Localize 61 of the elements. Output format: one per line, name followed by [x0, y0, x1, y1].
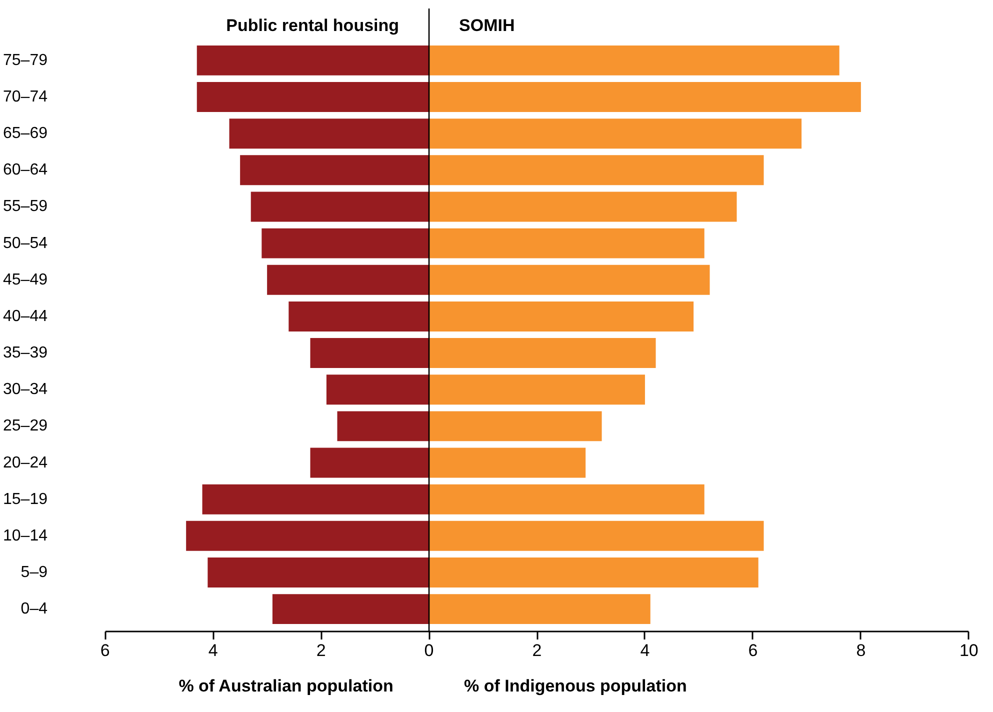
bar — [229, 118, 430, 149]
x-tick-label: 8 — [856, 641, 866, 660]
y-tick-label: 10–14 — [3, 527, 48, 544]
bar — [250, 192, 430, 222]
bar — [240, 155, 430, 186]
x-tick-label: 2 — [316, 641, 326, 660]
y-tick-label: 50–54 — [3, 234, 48, 252]
bar — [429, 520, 764, 551]
bar — [429, 557, 758, 588]
x-tick-label: 0 — [424, 641, 434, 660]
bar — [337, 411, 430, 442]
bar — [429, 228, 704, 258]
bar — [262, 228, 430, 258]
bar — [429, 118, 802, 149]
bar — [429, 301, 694, 332]
x-tick-label: 2 — [532, 641, 542, 660]
text: % of Indigenous population — [464, 676, 687, 696]
bar — [429, 192, 737, 222]
bar — [186, 520, 430, 551]
bar — [267, 264, 430, 295]
y-tick-label: 20–24 — [3, 454, 48, 472]
x-tick-label: 6 — [748, 641, 758, 660]
bar — [429, 45, 840, 76]
y-tick-label: 70–74 — [3, 88, 48, 106]
x-tick-label: 4 — [208, 641, 218, 660]
bar — [429, 594, 650, 624]
y-tick-label: 5–9 — [20, 564, 48, 581]
y-tick-label: 0–4 — [20, 600, 48, 618]
text: % of Australian population — [178, 676, 394, 696]
x-tick-label: 4 — [640, 641, 650, 660]
bar — [429, 374, 645, 405]
bar — [272, 594, 430, 624]
y-tick-label: 65–69 — [3, 125, 48, 142]
y-tick-label: 55–59 — [3, 198, 48, 216]
series-label: SOMIH — [459, 16, 515, 36]
bar — [429, 448, 586, 478]
y-tick-label: 30–34 — [3, 381, 48, 398]
x-tick-label: 10 — [959, 641, 978, 660]
bar — [202, 484, 430, 514]
y-tick-label: 15–19 — [3, 490, 48, 508]
y-tick-label: 75–79 — [3, 52, 48, 69]
y-tick-label: 45–49 — [3, 271, 48, 288]
y-tick-label: 35–39 — [3, 344, 48, 362]
bar — [310, 338, 430, 368]
bar — [429, 411, 602, 442]
bar — [288, 301, 430, 332]
bar — [429, 484, 704, 514]
bar — [326, 374, 430, 405]
y-tick-label: 25–29 — [3, 418, 48, 435]
bar — [429, 264, 710, 295]
bar — [429, 338, 656, 368]
y-tick-label: 60–64 — [3, 162, 48, 179]
bar — [196, 82, 430, 112]
bar — [196, 45, 430, 76]
bar — [429, 155, 764, 186]
x-tick-label: 6 — [100, 641, 110, 660]
bar — [310, 448, 430, 478]
bar — [208, 557, 430, 588]
series-label: Public rental housing — [226, 16, 400, 36]
y-tick-label: 40–44 — [3, 308, 48, 325]
bar — [429, 82, 861, 112]
